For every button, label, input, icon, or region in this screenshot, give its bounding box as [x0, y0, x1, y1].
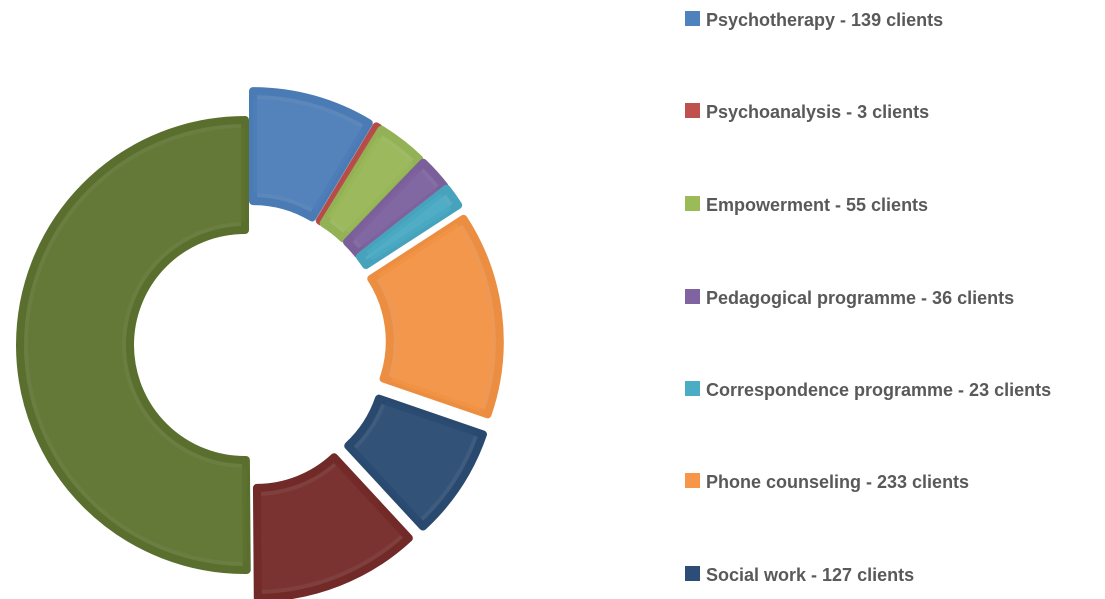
legend-swatch: [685, 473, 700, 488]
chart: [16, 87, 504, 599]
legend-item: Pedagogical programme - 36 clients: [685, 286, 1066, 310]
legend-item: Empowerment - 55 clients: [685, 193, 1066, 217]
legend-swatch: [685, 11, 700, 26]
legend-label: Psychotherapy - 139 clients: [706, 10, 944, 30]
segment-highlight: [366, 193, 452, 261]
legend-item: Psychoanalysis - 3 clients: [685, 100, 1066, 124]
legend-swatch: [685, 289, 700, 304]
legend-label: Pedagogical programme - 36 clients: [706, 288, 1015, 308]
segment-highlight: [327, 136, 414, 233]
segment-highlight: [253, 99, 365, 211]
legend: Psychotherapy - 139 clients Psychoanalysi…: [685, 0, 1105, 599]
legend-swatch: [685, 381, 700, 396]
segment-highlight: [353, 401, 476, 521]
segment-highlight: [257, 463, 404, 590]
legend-label: Psychoanalysis - 3 clients: [706, 102, 930, 122]
legend-item: Phone counseling - 233 clients: [685, 470, 1066, 494]
legend-label: Social work - 127 clients: [706, 565, 915, 585]
legend-swatch: [685, 103, 700, 118]
segment-highlight: [352, 168, 439, 250]
segment-highlight: [28, 128, 247, 562]
legend-item: Correspondence programme - 23 clients: [685, 378, 1066, 402]
legend-item: Social work - 127 clients: [685, 563, 1066, 587]
segment-highlight: [323, 133, 375, 215]
legend-label: Empowerment - 55 clients: [706, 195, 929, 215]
legend-swatch: [685, 196, 700, 211]
segment-highlight: [377, 223, 492, 412]
legend-label: Phone counseling - 233 clients: [706, 472, 970, 492]
legend-swatch: [685, 566, 700, 581]
legend-label: Correspondence programme - 23 clients: [706, 380, 1052, 400]
legend-item: Psychotherapy - 139 clients: [685, 8, 1066, 32]
